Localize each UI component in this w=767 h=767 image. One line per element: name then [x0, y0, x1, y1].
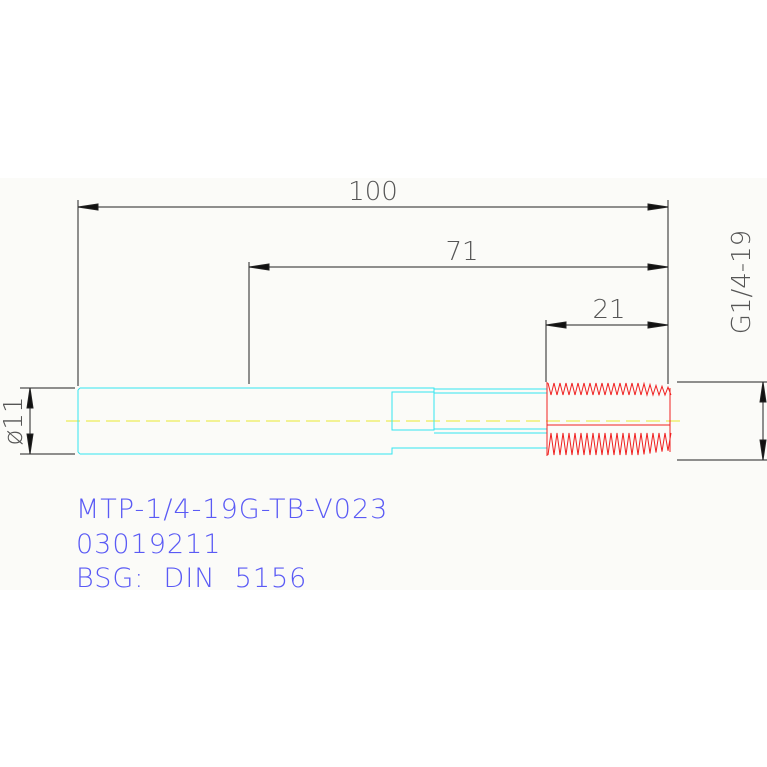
dim-shank-diameter: ø11	[0, 397, 29, 446]
dim-length-71: 71	[445, 237, 478, 267]
article-number: 03019211	[76, 529, 221, 560]
dim-thread-length: 21	[592, 295, 625, 325]
tool-body	[77, 387, 547, 455]
dim-thread-spec: G1/4-19	[727, 230, 757, 334]
dimension-lines	[20, 200, 767, 461]
thread-section	[546, 381, 672, 456]
drawing-area	[0, 178, 767, 590]
part-number: MTP-1/4-19G-TB-V023	[76, 494, 388, 525]
dim-overall-length: 100	[348, 177, 398, 207]
thread-teeth-top	[547, 381, 672, 397]
thread-teeth-bottom	[547, 432, 672, 456]
standard-reference: BSG: DIN 5156	[76, 563, 307, 594]
